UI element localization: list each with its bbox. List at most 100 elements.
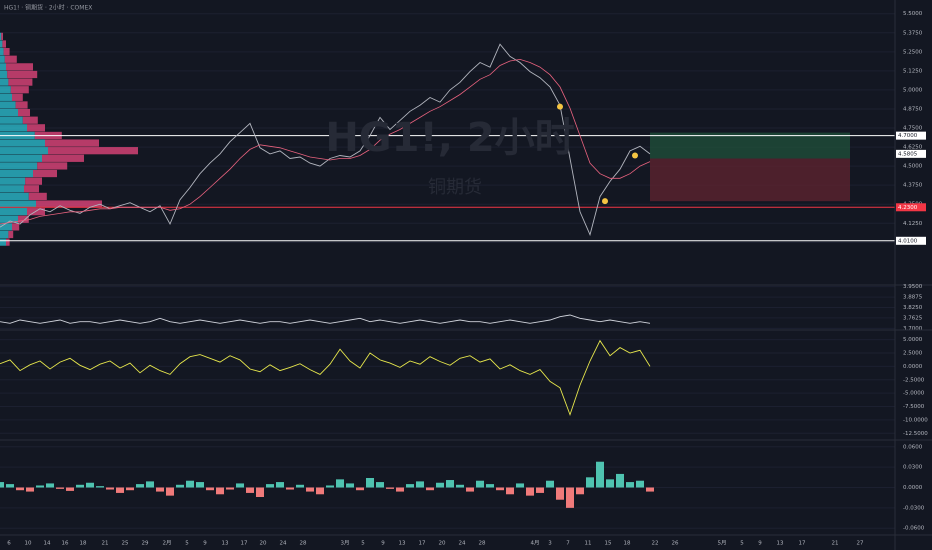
profile-sell	[6, 63, 33, 71]
x-tick-label: 22	[652, 541, 659, 547]
profile-buy	[0, 215, 18, 223]
x-tick-label: 3月	[341, 540, 350, 547]
histogram-bar	[516, 483, 524, 488]
histogram-bar	[136, 484, 144, 488]
y-tick-label: 5.1250	[903, 68, 923, 74]
x-tick-label: 13	[222, 541, 229, 547]
y-tick-label: 4.1250	[903, 221, 923, 227]
y-tick-label: 5.0000	[903, 87, 923, 93]
histogram-bar	[536, 487, 544, 493]
profile-buy	[0, 93, 12, 101]
histogram-bar	[386, 487, 394, 489]
histogram-bar	[166, 487, 174, 496]
profile-sell	[37, 162, 68, 170]
histogram-bar	[96, 486, 104, 488]
level-tag	[896, 236, 926, 245]
histogram-bar	[0, 482, 4, 488]
x-tick-label: 15	[605, 541, 612, 547]
last-price-tag	[896, 149, 926, 158]
y-tick-label: -10.0000	[903, 417, 928, 423]
y-tick-label: 4.3750	[903, 183, 923, 189]
symbol-title: HG1! · 铜期货 · 2小时 · COMEX	[4, 4, 92, 12]
histogram-bar	[236, 483, 244, 488]
y-tick-label: 3.7000	[903, 326, 923, 332]
histogram-bar	[396, 487, 404, 492]
profile-buy	[0, 55, 5, 63]
x-tick-label: 3	[548, 541, 552, 547]
y-tick-label: 4.6250	[903, 145, 923, 151]
profile-buy	[0, 116, 23, 124]
y-tick-label: 3.8875	[903, 295, 923, 301]
y-tick-label: 0.0300	[903, 465, 923, 471]
histogram-bar	[626, 482, 634, 488]
profile-sell	[2, 40, 6, 48]
histogram-bar	[66, 487, 74, 491]
histogram-bar	[616, 473, 624, 488]
x-tick-label: 24	[280, 541, 287, 547]
histogram-bar	[446, 480, 454, 488]
x-tick-label: 21	[102, 541, 109, 547]
histogram-bar	[636, 480, 644, 488]
histogram-bar	[426, 487, 434, 491]
x-tick-label: 17	[241, 541, 248, 547]
histogram-bar	[6, 484, 14, 488]
position-loss	[650, 158, 850, 202]
histogram-bar	[416, 481, 424, 488]
histogram-bar	[486, 484, 494, 488]
histogram-bar	[106, 487, 114, 490]
profile-sell	[1, 32, 3, 40]
profile-sell	[33, 169, 57, 178]
y-tick-label: 4.7500	[903, 126, 923, 132]
histogram-bar	[26, 487, 34, 492]
histogram-bar	[646, 487, 654, 492]
profile-buy	[0, 101, 16, 109]
histogram-bar	[56, 487, 64, 489]
last-price-label: 4.5805	[898, 151, 918, 157]
profile-sell	[7, 70, 38, 79]
y-tick-label: -5.0000	[903, 391, 925, 397]
level-tag	[896, 131, 926, 140]
profile-sell	[18, 215, 29, 223]
profile-sell	[22, 116, 38, 124]
level-label: 4.7000	[898, 133, 918, 139]
histogram-bar	[506, 487, 514, 495]
level-label: 4.2300	[898, 205, 918, 211]
profile-buy	[0, 177, 26, 185]
y-tick-label: 0.0000	[903, 364, 923, 370]
position-profit	[650, 132, 850, 159]
histogram-bar	[16, 487, 24, 491]
y-tick-label: 5.5000	[903, 11, 923, 17]
histogram-bar	[566, 487, 574, 508]
histogram-bar	[176, 484, 184, 488]
histogram-bar	[456, 484, 464, 488]
x-tick-label: 14	[44, 541, 51, 547]
profile-buy	[0, 48, 4, 56]
x-tick-label: 20	[260, 541, 267, 547]
profile-buy	[0, 147, 48, 155]
histogram-bar	[86, 482, 94, 488]
signal-dot	[557, 103, 563, 110]
profile-sell	[28, 192, 47, 201]
profile-sell	[8, 230, 14, 239]
x-tick-label: 28	[300, 541, 307, 547]
y-tick-label: 5.0000	[903, 337, 923, 343]
y-tick-label: 3.9500	[903, 284, 923, 290]
histogram-bar	[206, 487, 214, 491]
profile-buy	[0, 86, 11, 94]
histogram-bar	[576, 487, 584, 495]
x-tick-label: 5	[740, 541, 744, 547]
profile-sell	[15, 101, 28, 109]
histogram-bar	[126, 487, 134, 491]
profile-sell	[25, 177, 42, 185]
histogram-bar	[526, 487, 534, 496]
profile-sell	[10, 86, 29, 94]
profile-buy	[0, 169, 33, 178]
profile-buy	[0, 63, 6, 71]
histogram-bar	[226, 487, 234, 490]
histogram-bar	[116, 487, 124, 493]
profile-buy	[0, 230, 9, 239]
histogram-bar	[546, 480, 554, 488]
y-tick-label: 4.5000	[903, 164, 923, 170]
x-tick-label: 18	[80, 541, 87, 547]
series-line	[0, 58, 651, 225]
